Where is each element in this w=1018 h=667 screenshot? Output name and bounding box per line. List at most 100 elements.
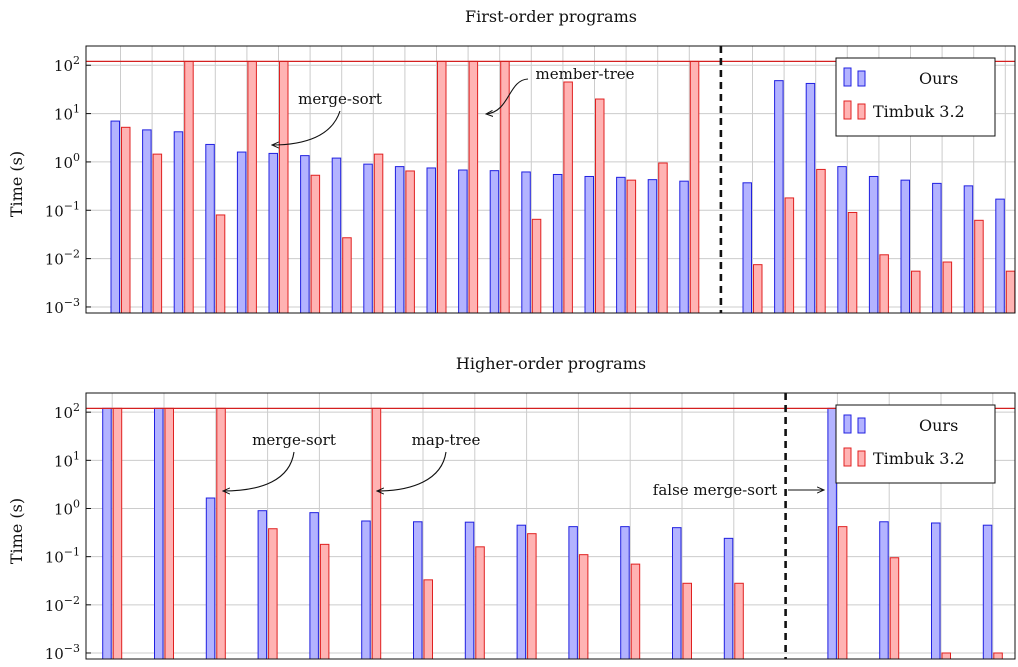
bar-ours [521,171,531,314]
bar-timbuk [423,579,433,660]
y-tick-label: 10−3 [45,296,80,317]
bar-timbuk [595,98,605,314]
bar-ours [173,131,184,314]
bar-timbuk [658,162,668,314]
bar-ours [679,180,689,314]
legend: Ours Timbuk 3.2 [835,57,996,137]
bar-timbuk [563,81,573,314]
y-tick-label: 102 [54,54,80,75]
bar-ours [672,527,682,660]
legend: Ours Timbuk 3.2 [835,404,996,484]
plot-border [85,45,1016,314]
bar-timbuk [942,261,953,314]
annotation-label: map-tree [412,431,481,449]
bar-ours [516,524,527,660]
y-tick-label: 10−2 [45,248,80,269]
bar-timbuk [626,179,637,314]
bar-ours [552,173,563,314]
bar-ours [236,151,247,314]
bar-timbuk [941,652,951,660]
bar-ours [464,521,475,660]
annotation-arrow [486,78,529,114]
legend-swatch [857,70,866,87]
bar-timbuk [405,170,415,314]
grid [86,393,1015,659]
bar-timbuk [215,214,226,314]
bar-ours [257,510,268,660]
bar-ours [879,521,889,660]
bar-timbuk [112,407,123,660]
bar-timbuk [468,60,479,314]
bar-timbuk [837,526,848,660]
y-tick-label: 10−1 [45,546,80,567]
legend-label: Timbuk 3.2 [873,102,965,121]
y-axis-label: Time (s) [7,498,26,564]
bar-ours [995,198,1005,314]
bar-ours [205,497,216,660]
bar-timbuk [216,407,226,660]
bar-ours [932,182,942,314]
legend-swatch [857,103,866,120]
y-tick-label: 10−3 [45,642,80,663]
bar-timbuk [993,652,1003,660]
bar-ours [413,521,423,660]
bar-ours [205,143,215,314]
bar-ours [584,175,594,314]
bars [110,60,1016,314]
bar-timbuk [816,168,826,314]
bar-ours [363,163,373,314]
first-order-panel: First-order programs Time (s) 10−3 10−2 10… [7,7,1016,317]
bar-timbuk [437,60,447,314]
chart-title: Higher-order programs [456,354,646,373]
bar-timbuk [475,546,485,660]
bar-timbuk [911,270,921,314]
bar-ours [931,522,941,660]
bar-ours [102,407,112,660]
legend-box [835,404,996,484]
bar-ours [426,167,436,314]
bar-ours [868,175,879,314]
y-tick-label: 101 [54,103,80,124]
bar-ours [982,524,993,660]
higher-order-panel: Higher-order programs Time (s) 10−310−21… [7,354,1016,663]
bar-ours [394,166,405,314]
bar-ours [361,520,371,660]
bar-timbuk [889,557,900,660]
bar-timbuk [879,254,889,314]
bar-timbuk [121,126,131,314]
y-tick-label: 101 [54,449,80,470]
legend-box [835,57,996,137]
bar-ours [110,120,120,314]
bar-ours [268,152,278,314]
y-ticks: 10−3 10−2 10−1 100 101 102 [45,401,91,663]
chart-title: First-order programs [465,7,637,26]
bar-ours [805,82,816,314]
bar-ours [489,170,500,314]
bar-timbuk [531,218,542,314]
bar-ours [616,176,626,314]
bar-ours [458,169,468,314]
annotations: merge-sort member-tree [272,65,635,145]
annotations: merge-sort map-tree false merge-sort [223,431,824,499]
bar-ours [568,526,578,660]
y-tick-label: 102 [54,401,80,422]
bar-timbuk [342,237,352,314]
bar-timbuk [319,543,330,660]
annotation-arrow [223,451,295,491]
bar-timbuk [974,219,984,314]
y-tick-label: 10−1 [45,199,80,220]
bar-timbuk [630,563,641,660]
annotation-label: merge-sort [252,431,336,449]
bar-ours [723,537,734,660]
bar-ours [647,179,658,314]
y-axis-label: Time (s) [7,151,26,217]
bar-timbuk [527,533,537,660]
bar-ours [300,155,310,314]
legend-label: Timbuk 3.2 [873,449,965,468]
bar-timbuk [682,582,692,660]
bar-timbuk [734,582,744,660]
bar-timbuk [268,528,278,660]
legend-swatch [843,414,852,434]
legend-label: Ours [919,69,958,88]
